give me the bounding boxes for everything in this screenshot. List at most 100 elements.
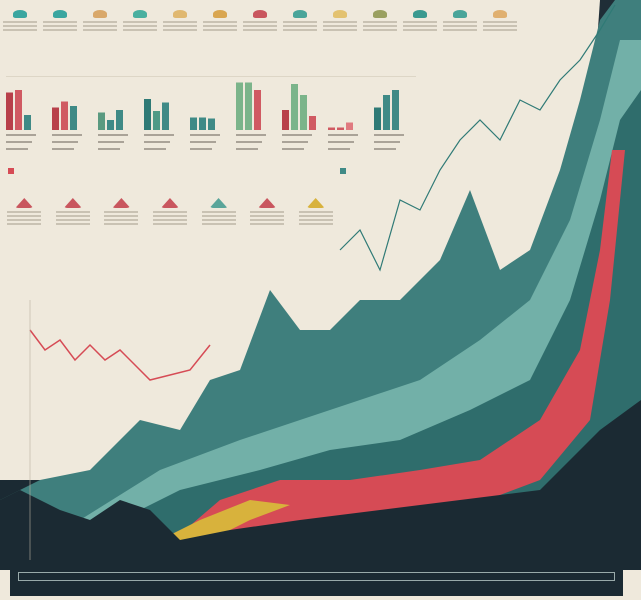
bar — [374, 107, 381, 130]
mountain-icon — [112, 198, 131, 208]
mountain-icon — [160, 198, 179, 208]
top-card-row — [0, 8, 520, 60]
bar-caption — [282, 148, 304, 150]
bar — [328, 127, 335, 130]
x-axis-bar — [10, 566, 623, 596]
bar — [392, 90, 399, 130]
summary-card — [240, 8, 280, 60]
bar-caption — [144, 141, 170, 143]
tan-shape-icon — [93, 10, 107, 18]
bar-caption — [236, 141, 262, 143]
bar-caption — [98, 141, 124, 143]
bar — [282, 110, 289, 130]
x-axis-ruler — [18, 572, 615, 581]
teal-shape-icon — [13, 10, 27, 18]
bar-caption — [98, 148, 120, 150]
bar-caption — [328, 148, 350, 150]
mini-card-row — [0, 196, 340, 227]
bar-caption — [144, 148, 166, 150]
bar-caption — [190, 148, 212, 150]
summary-card — [40, 8, 80, 60]
mini-card — [199, 196, 239, 227]
summary-card — [280, 8, 320, 60]
mountain-icon — [209, 198, 228, 208]
bar — [245, 82, 252, 130]
bar — [337, 127, 344, 130]
summary-card — [360, 8, 400, 60]
bar-caption — [190, 134, 220, 136]
dark-foreground — [0, 400, 641, 570]
bar — [291, 84, 298, 130]
tan-shape-icon — [213, 10, 227, 18]
bar-caption — [98, 134, 128, 136]
bar-caption — [52, 148, 74, 150]
bar-caption — [52, 134, 82, 136]
bar — [383, 95, 390, 130]
tan-shape-icon — [493, 10, 507, 18]
bar — [116, 110, 123, 130]
bar — [162, 102, 169, 130]
summary-card — [120, 8, 160, 60]
bar-caption — [6, 148, 28, 150]
teal-shape-icon — [53, 10, 67, 18]
red-shape-icon — [253, 10, 267, 18]
teal-price-line — [339, 4, 616, 272]
legend-red — [8, 168, 14, 176]
mini-card — [150, 196, 190, 227]
bar — [107, 120, 114, 130]
bar-caption — [374, 134, 404, 136]
summary-card — [0, 8, 40, 60]
bar — [70, 106, 77, 130]
bar-charts — [6, 82, 404, 150]
bar-caption — [328, 141, 354, 143]
bar — [98, 112, 105, 130]
bar — [190, 117, 197, 130]
bar — [199, 117, 206, 130]
bar-caption — [328, 134, 358, 136]
bar — [6, 92, 13, 130]
mountain-icon — [63, 198, 82, 208]
bar-section-header — [6, 66, 416, 77]
mountain-icon — [15, 198, 34, 208]
mini-card — [101, 196, 141, 227]
bar — [208, 118, 215, 130]
red-price-line — [29, 329, 211, 381]
summary-card — [200, 8, 240, 60]
bar-caption — [190, 141, 216, 143]
bar-caption — [6, 141, 32, 143]
tan-shape-icon — [173, 10, 187, 18]
legend-teal — [340, 168, 346, 176]
bar — [254, 90, 261, 130]
bar — [24, 115, 31, 130]
bar-caption — [282, 134, 312, 136]
mountain-icon — [258, 198, 277, 208]
mini-card — [296, 196, 336, 227]
bar-caption — [144, 134, 174, 136]
bar-caption — [374, 141, 400, 143]
mini-card — [4, 196, 44, 227]
teal-shape-icon — [133, 10, 147, 18]
teal-shape-icon — [413, 10, 427, 18]
bar-caption — [236, 134, 266, 136]
bar — [61, 101, 68, 130]
summary-card — [480, 8, 520, 60]
bar — [309, 116, 316, 130]
mini-card — [247, 196, 287, 227]
summary-card — [440, 8, 480, 60]
summary-card — [320, 8, 360, 60]
summary-card — [160, 8, 200, 60]
bar — [236, 82, 243, 130]
bar — [346, 122, 353, 130]
olive-shape-icon — [373, 10, 387, 18]
summary-card — [400, 8, 440, 60]
bar-caption — [6, 134, 36, 136]
yellow-shape-icon — [333, 10, 347, 18]
bar-caption — [236, 148, 258, 150]
teal-shape-icon — [453, 10, 467, 18]
bar — [52, 107, 59, 130]
bar — [300, 95, 307, 130]
mid-teal-area — [0, 90, 641, 570]
red-band — [150, 150, 625, 565]
bar — [144, 99, 151, 130]
